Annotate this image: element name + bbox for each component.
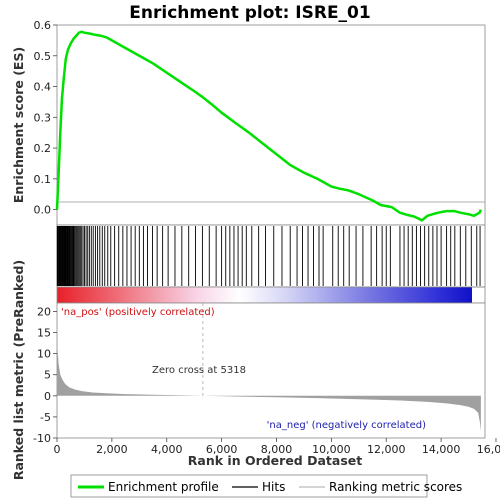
- legend-hits-label: Hits: [262, 480, 285, 494]
- x-tick-label: 12,000: [367, 443, 406, 456]
- es-y-axis-label: Enrichment score (ES): [11, 47, 26, 203]
- legend-metric-label: Ranking metric scores: [329, 480, 462, 494]
- x-axis-label: Rank in Ordered Dataset: [188, 453, 362, 468]
- rank-gradient: [57, 287, 472, 303]
- es-y-tick-label: 0.6: [34, 19, 52, 32]
- x-tick-label: 14,000: [422, 443, 461, 456]
- es-y-tick-label: 0.5: [34, 50, 52, 63]
- rank-color-bar: [56, 286, 486, 304]
- metric-y-tick-label: 20: [37, 305, 51, 318]
- x-tick-label: 0: [54, 443, 61, 456]
- negative-correlation-label: 'na_neg' (negatively correlated): [267, 420, 426, 431]
- metric-y-tick-label: -10: [33, 432, 51, 445]
- enrichment-panel-frame: [56, 24, 486, 226]
- x-tick-label: 6,000: [206, 443, 238, 456]
- zero-cross-label: Zero cross at 5318: [152, 365, 246, 376]
- metric-y-tick-label: 5: [44, 369, 51, 382]
- legend: Enrichment profile Hits Ranking metric s…: [70, 474, 462, 498]
- metric-panel: -10 -5 0 5 10 15 20 Zero cross at 5318 'na_pos…: [11, 260, 486, 480]
- enrichment-panel: 0.0 0.1 0.2 0.3 0.4 0.5 0.6 Enrichment score (…: [11, 19, 486, 226]
- metric-panel-frame: [56, 302, 486, 439]
- metric-y-tick-label: 10: [37, 348, 51, 361]
- x-axis: 0 2,000 4,000 6,000 8,000 10,000 12,000 14,000 1…: [54, 438, 500, 456]
- es-y-tick-label: 0.3: [34, 111, 52, 124]
- hits-panel-frame: [56, 224, 486, 288]
- es-y-tick-label: 0.2: [34, 142, 52, 155]
- metric-y-tick-label: 15: [37, 327, 51, 340]
- x-tick-label: 8,000: [261, 443, 293, 456]
- hits-panel: [56, 224, 486, 288]
- x-tick-label: 4,000: [151, 443, 183, 456]
- legend-box: [70, 474, 428, 498]
- es-y-tick-label: 0.4: [34, 81, 52, 94]
- hit-markers: [56, 226, 481, 286]
- legend-enrichment-label: Enrichment profile: [108, 480, 219, 494]
- metric-y-axis: -10 -5 0 5 10 15 20: [33, 305, 57, 445]
- metric-y-axis-label: Ranked list metric (PreRanked): [11, 260, 26, 480]
- es-y-tick-label: 0.0: [34, 204, 52, 217]
- metric-y-tick-label: 0: [44, 390, 51, 403]
- x-tick-label: 10,000: [312, 443, 351, 456]
- enrichment-profile-line: [55, 30, 483, 222]
- x-tick-label: 2,000: [96, 443, 128, 456]
- es-y-axis: 0.0 0.1 0.2 0.3 0.4 0.5 0.6: [34, 19, 57, 217]
- x-tick-label: 16,000: [477, 443, 500, 456]
- positive-correlation-label: 'na_pos' (positively correlated): [61, 307, 215, 318]
- metric-y-tick-label: -5: [40, 411, 51, 424]
- chart-title: Enrichment plot: ISRE_01: [129, 3, 370, 23]
- es-y-tick-label: 0.1: [34, 173, 52, 186]
